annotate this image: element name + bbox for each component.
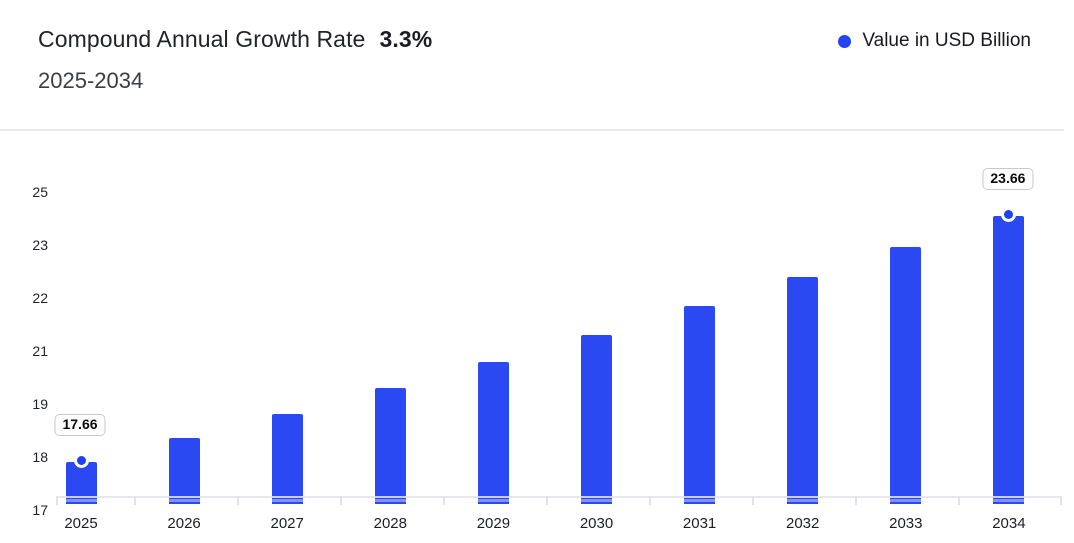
bar-base-stripe <box>65 498 97 502</box>
x-label-2030: 2030 <box>579 515 614 532</box>
x-axis-tick-2 <box>236 496 239 505</box>
x-axis-tick-10 <box>1060 496 1062 505</box>
bar-base-stripe <box>684 498 716 502</box>
x-label-2025: 2025 <box>64 515 98 532</box>
x-label-2029: 2029 <box>476 515 511 532</box>
marker-dot-2025[interactable] <box>73 453 89 469</box>
x-label-2033: 2033 <box>889 515 923 532</box>
x-axis-tick-7 <box>752 496 755 505</box>
y-tick-label-18: 18 <box>32 449 48 465</box>
legend-marker-icon <box>838 34 852 48</box>
x-label-2032: 2032 <box>786 515 820 532</box>
x-axis-tick-8 <box>855 496 858 505</box>
bar-2026[interactable] <box>168 438 200 504</box>
bar-base-stripe <box>581 498 612 502</box>
bar-2031[interactable] <box>684 306 716 504</box>
x-axis-tick-4 <box>442 496 445 505</box>
x-axis-tick-3 <box>339 496 342 505</box>
bar-2027[interactable] <box>271 413 303 504</box>
y-tick-label-23: 23 <box>32 237 48 253</box>
bar-2033[interactable] <box>890 247 922 504</box>
cagr-value: 3.3% <box>379 26 433 52</box>
bar-base-stripe <box>477 498 509 502</box>
bar-2028[interactable] <box>374 387 406 504</box>
y-tick-label-19: 19 <box>32 396 48 412</box>
bar-base-stripe <box>271 498 303 502</box>
data-label-2034: 23.66 <box>982 168 1034 191</box>
bar-2034[interactable] <box>993 216 1025 504</box>
x-label-2031: 2031 <box>682 515 717 532</box>
header-divider <box>0 129 1064 131</box>
x-label-2028: 2028 <box>373 515 407 532</box>
marker-dot-2034[interactable] <box>1001 207 1017 223</box>
x-axis-tick-1 <box>133 496 136 505</box>
x-axis-tick-9 <box>958 496 961 505</box>
y-tick-label-17: 17 <box>32 502 48 518</box>
legend-item-value-usd-billion[interactable]: Value in USD Billion <box>838 30 1031 52</box>
y-tick-label-21: 21 <box>32 343 48 359</box>
x-axis-line <box>56 496 1061 498</box>
x-axis-tick-0 <box>56 496 58 505</box>
chart-title: Compound Annual Growth Rate 3.3% <box>38 26 432 52</box>
legend-label: Value in USD Billion <box>862 30 1031 51</box>
chart-subtitle: 2025-2034 <box>38 68 144 93</box>
bar-2030[interactable] <box>581 334 612 504</box>
x-axis-tick-5 <box>545 496 548 505</box>
y-tick-label-22: 22 <box>32 290 48 306</box>
chart-title-text: Compound Annual Growth Rate <box>38 26 366 52</box>
data-label-2025: 17.66 <box>54 414 106 437</box>
bar-base-stripe <box>374 498 406 502</box>
x-label-2026: 2026 <box>167 515 201 532</box>
x-label-2027: 2027 <box>270 515 304 532</box>
x-label-2034: 2034 <box>992 515 1026 532</box>
bar-base-stripe <box>168 498 200 502</box>
y-tick-label-25: 25 <box>32 184 48 200</box>
bar-base-stripe <box>890 498 922 502</box>
bar-2029[interactable] <box>477 361 509 504</box>
bar-2032[interactable] <box>787 277 819 504</box>
x-axis-tick-6 <box>649 496 652 505</box>
bar-base-stripe <box>787 498 819 502</box>
bar-base-stripe <box>993 498 1025 502</box>
